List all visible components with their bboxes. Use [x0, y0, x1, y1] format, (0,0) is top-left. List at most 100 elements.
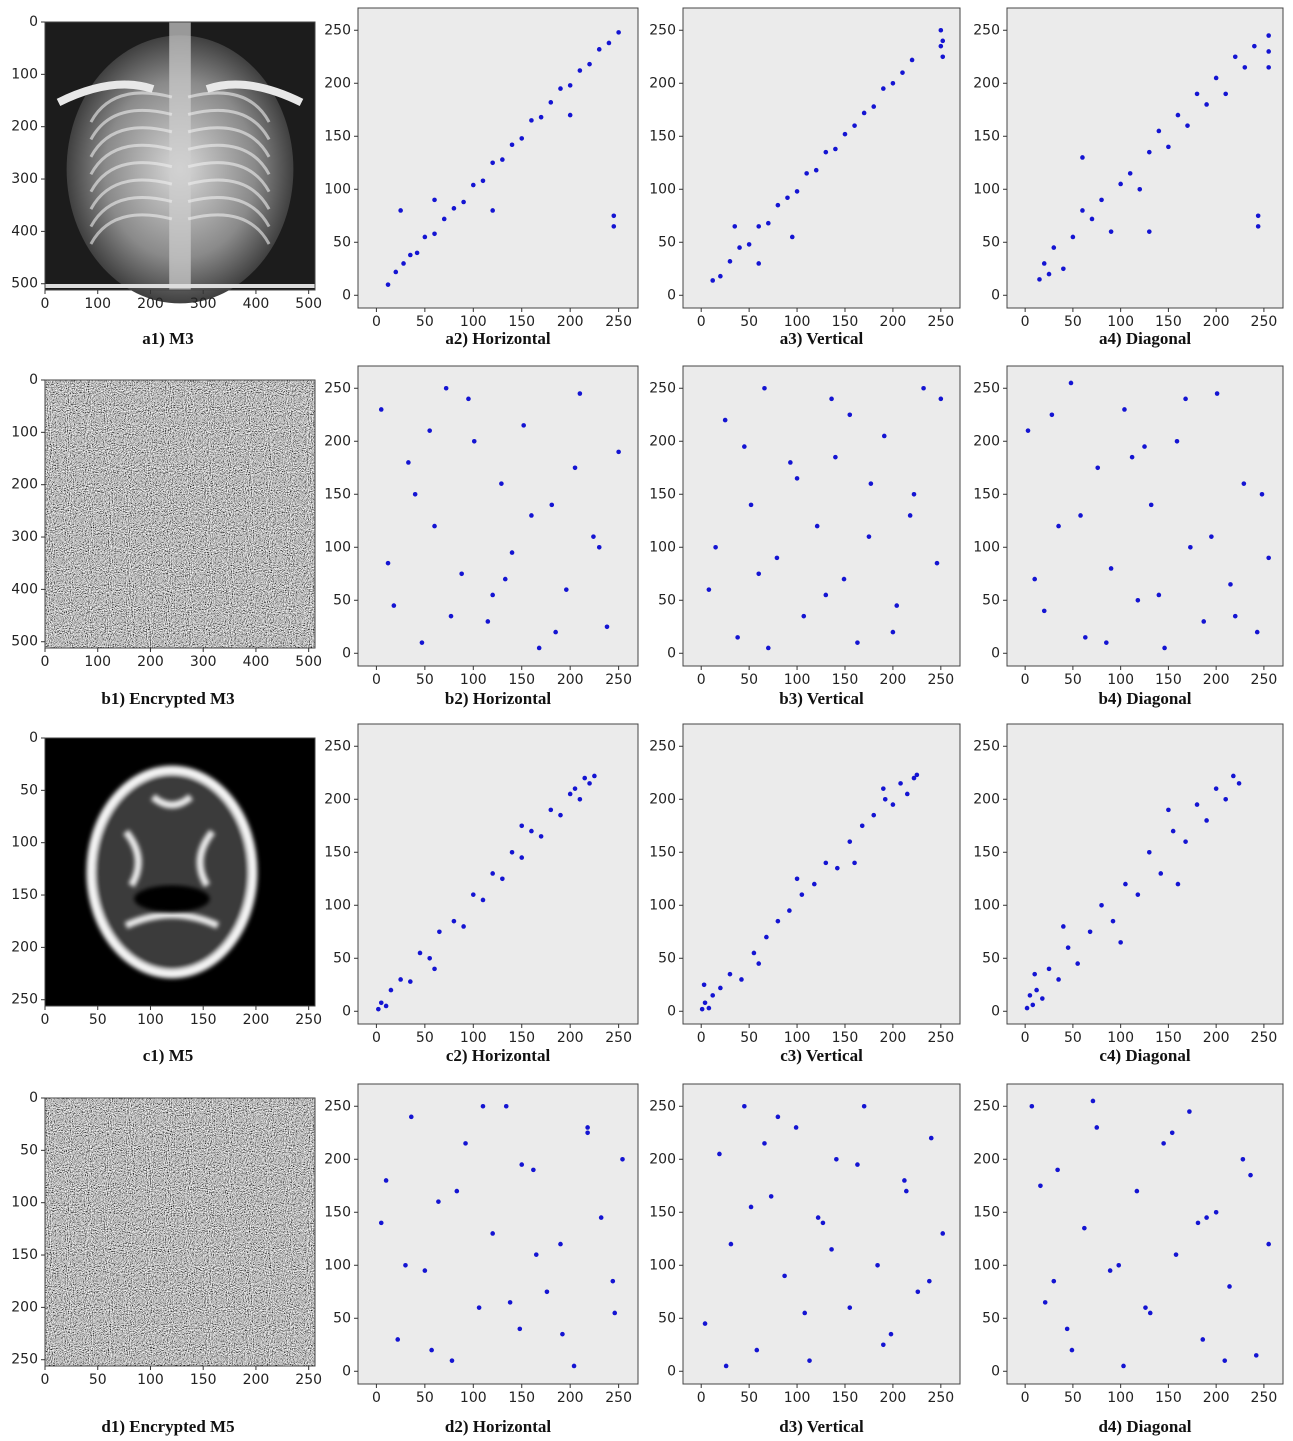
scatter-point — [395, 1337, 401, 1342]
scatter-point — [1266, 33, 1271, 38]
y-tick-label: 50 — [333, 592, 351, 608]
y-tick-label: 100 — [649, 181, 676, 197]
x-tick-label: 250 — [927, 314, 954, 330]
panel-caption: a1) M3 — [142, 329, 193, 348]
scatter-point — [1080, 155, 1085, 160]
y-tick-label: 100 — [11, 66, 38, 82]
scatter-point — [1195, 1220, 1201, 1226]
x-tick-label: 150 — [832, 1390, 859, 1406]
rib — [187, 126, 271, 158]
scatter-point — [604, 624, 610, 630]
scatter-point — [804, 171, 809, 176]
plot-area — [358, 1084, 638, 1384]
scatter-point — [938, 396, 944, 402]
scatter-point — [536, 645, 542, 651]
scatter-point — [1266, 65, 1271, 70]
scatter-point — [787, 908, 792, 913]
y-tick-label: 250 — [973, 380, 1000, 396]
scatter-point — [820, 1220, 826, 1226]
x-tick-label: 200 — [1203, 1390, 1230, 1406]
scatter-point — [921, 385, 926, 391]
x-tick-label: 250 — [1251, 672, 1278, 688]
x-tick-label: 50 — [1064, 1030, 1082, 1046]
x-tick-label: 200 — [137, 296, 164, 312]
scatter-point — [1116, 1262, 1122, 1268]
scatter-point — [794, 476, 800, 481]
panel: 0 50 100 150 200 250 0 50 100 150 200 250 b4) Diagon… — [973, 365, 1284, 708]
scatter-point — [401, 261, 406, 266]
scatter-point — [419, 640, 425, 645]
scatter-point — [611, 224, 617, 229]
rib — [89, 108, 173, 141]
x-tick-label: 0 — [697, 1030, 706, 1046]
scatter-point — [548, 100, 554, 105]
scatter-point — [1095, 465, 1101, 471]
scatter-point — [911, 491, 917, 497]
scatter-point — [408, 1114, 414, 1120]
panel: 0 50 100 150 200 250 0 50 100 150 200 250 c3) Vertic… — [649, 723, 961, 1065]
scatter-point — [490, 871, 495, 876]
scatter-point — [1056, 977, 1061, 982]
scatter-point — [1240, 1156, 1246, 1162]
y-tick-label: 200 — [973, 791, 1000, 807]
y-tick-label: 200 — [324, 791, 351, 807]
scatter-point — [1090, 1098, 1096, 1104]
scatter-point — [1175, 112, 1181, 118]
scatter-point — [1083, 635, 1088, 640]
scatter-point — [422, 234, 428, 240]
scatter-point — [710, 993, 716, 998]
scatter-point — [1255, 213, 1261, 219]
axes-frame — [682, 1083, 961, 1385]
scatter-point — [1134, 1188, 1140, 1194]
scatter-point — [782, 1273, 787, 1279]
scatter-point — [871, 104, 877, 109]
axes-frame — [1006, 1083, 1284, 1385]
scatter-point — [1049, 412, 1055, 418]
axes-frame — [357, 365, 639, 667]
scatter-point — [1214, 391, 1220, 396]
scatter-point — [591, 534, 596, 539]
scatter-point — [429, 1347, 434, 1353]
scatter-point — [748, 1204, 754, 1210]
y-tick-label: 50 — [982, 1310, 1000, 1326]
x-tick-label: 150 — [832, 672, 859, 688]
rib — [89, 196, 173, 228]
y-tick-label: 0 — [342, 645, 351, 661]
brain-outline — [86, 765, 258, 979]
scatter-point — [549, 502, 555, 508]
scatter-point — [756, 261, 762, 266]
y-tick-label: 0 — [991, 1003, 1000, 1019]
y-tick-label: 300 — [11, 171, 38, 187]
scatter-point — [612, 1310, 618, 1316]
panel: 0 50 100 150 200 250 0 50 100 150 200 250 d3) Vertic… — [649, 1083, 961, 1436]
scatter-point — [1158, 871, 1164, 876]
y-tick-label: 50 — [333, 1310, 351, 1326]
x-tick-label: 50 — [416, 672, 434, 688]
scatter-point — [1046, 966, 1052, 972]
scatter-point — [544, 1289, 550, 1295]
scatter-point — [1129, 454, 1135, 460]
scatter-point — [385, 560, 391, 566]
brain-folds — [123, 794, 220, 929]
scatter-point — [1241, 481, 1247, 486]
scatter-point — [888, 1331, 894, 1337]
x-tick-label: 0 — [372, 672, 381, 688]
scatter-point — [799, 892, 805, 897]
x-tick-label: 0 — [41, 296, 50, 312]
scatter-point — [764, 934, 769, 940]
scatter-point — [378, 1000, 384, 1006]
scatter-point — [1242, 65, 1248, 70]
scatter-point — [564, 587, 569, 592]
x-tick-label: 100 — [460, 314, 487, 330]
x-tick-label: 100 — [784, 1390, 811, 1406]
x-tick-label: 100 — [1107, 1030, 1134, 1046]
x-tick-label: 300 — [190, 296, 217, 312]
scatter-point — [1223, 91, 1228, 97]
scatter-point — [385, 282, 391, 287]
y-tick-label: 100 — [973, 897, 1000, 913]
scatter-point — [577, 391, 583, 396]
scatter-point — [408, 979, 413, 984]
x-tick-label: 200 — [880, 314, 907, 330]
scatter-point — [775, 202, 781, 208]
plot-area — [358, 366, 638, 666]
